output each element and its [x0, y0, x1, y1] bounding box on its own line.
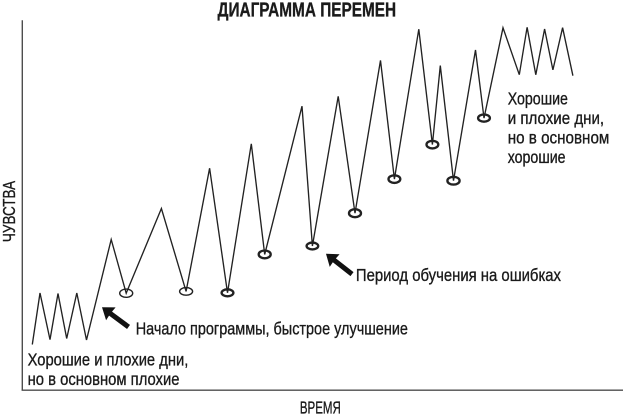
svg-text:ЧУВСТВА: ЧУВСТВА	[0, 181, 19, 243]
svg-text:ВРЕМЯ: ВРЕМЯ	[300, 398, 341, 415]
svg-text:ДИАГРАММА ПЕРЕМЕН: ДИАГРАММА ПЕРЕМЕН	[217, 0, 396, 21]
svg-text:но в основном плохие: но в основном плохие	[28, 370, 180, 390]
svg-text:и плохие дни,: и плохие дни,	[508, 108, 604, 129]
svg-text:Начало программы, быстрое улуч: Начало программы, быстрое улучшение	[136, 319, 408, 339]
svg-text:Хорошие: Хорошие	[508, 89, 568, 109]
svg-text:хорошие: хорошие	[508, 148, 566, 168]
svg-text:Период обучения на ошибках: Период обучения на ошибках	[356, 266, 562, 286]
svg-text:Хорошие и плохие дни,: Хорошие и плохие дни,	[28, 350, 189, 370]
svg-text:но в основном: но в основном	[508, 127, 610, 148]
